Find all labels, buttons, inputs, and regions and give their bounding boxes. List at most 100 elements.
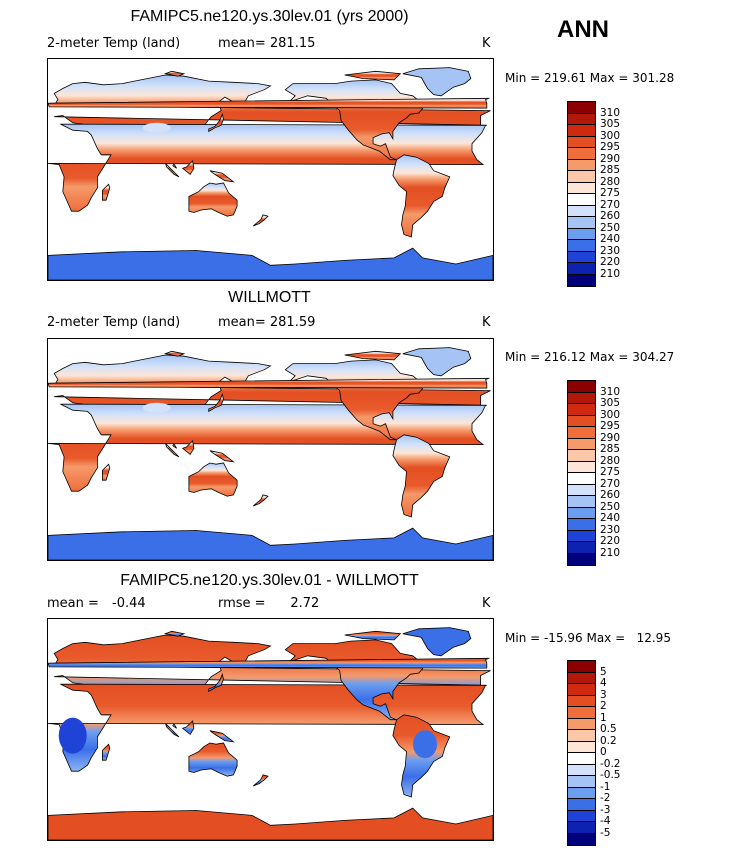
colorbar-swatch [567,216,596,229]
colorbar-level-label: 285 [600,443,621,455]
panel3-map [47,618,494,841]
arcticIs-region [163,70,186,77]
colorbar-swatch [567,472,596,485]
colorbar-level-label: 5 [600,665,607,678]
colorbar-level-label: 220 [600,256,621,268]
colorbar-swatch [567,112,596,125]
colorbar-level-label: 230 [600,523,621,536]
colorbar-swatch [567,706,596,719]
canadaIs-region [344,70,402,81]
nz-region [252,494,269,507]
colorbar-swatch [567,552,596,566]
colorbar-swatch [567,380,596,393]
colorbar-swatch [567,798,596,811]
colorbar-swatch [567,671,596,684]
colorbar-level-label: 0.2 [600,734,617,747]
colorbar-level-label: 280 [600,175,621,188]
nz-region [252,214,269,227]
madagascar-region [102,743,111,761]
colorbar-level-label: 280 [600,454,621,467]
colorbar-level-label: -1 [600,780,611,793]
sumatra-region [165,163,180,178]
colorbar-swatch [567,403,596,416]
panel2-minmax: Min = 216.12 Max = 304.27 [505,350,675,364]
arcticIs-region [163,630,186,637]
panel3-colorbar: 5 4 3 2 1 0.5 0.2 0 -0.2 -0.5 -1 -2 -3 -4 -5 [567,660,637,846]
japan-region [208,393,224,413]
panel2-variable: 2-meter Temp (land) [47,315,181,330]
greenland-region [402,627,472,657]
southAmerica-region [392,154,451,238]
australia-region [188,742,238,777]
colorbar-swatch [567,101,596,114]
sumatra-region [165,723,180,738]
colorbar-swatch [567,135,596,148]
colorbar-swatch [567,752,596,765]
panel2-title: WILLMOTT [228,289,311,306]
tibet-plateau-region [142,122,171,133]
madagascar-region [102,463,111,481]
season-label: ANN [557,16,609,43]
nz-region [252,774,269,787]
colorbar-swatch [567,193,596,206]
colorbar-swatch [567,181,596,194]
colorbar-swatch [567,660,596,673]
japan-region [208,673,224,693]
colorbar-level-label: 305 [600,397,621,409]
colorbar-level-label: -5 [600,826,611,839]
colorbar-swatch [567,449,596,462]
colorbar-level-label: 270 [600,198,621,211]
colorbar-swatch [567,391,596,404]
colorbar-swatch [567,250,596,263]
colorbar-level-label: -0.5 [600,769,621,781]
colorbar-swatch [567,694,596,707]
colorbar-level-label: 285 [600,164,621,176]
colorbar-swatch [567,437,596,450]
panel3-mean-label: mean = [47,596,99,611]
madagascar-region [102,183,111,201]
panel1-variable: 2-meter Temp (land) [47,36,181,51]
canadaIs-region [344,630,402,641]
colorbar-swatch [567,204,596,217]
australia-region [188,182,238,217]
colorbar-swatch [567,483,596,496]
uk-region [48,377,490,389]
colorbar-swatch [567,740,596,753]
colorbar-swatch [567,495,596,508]
panel1-units: K [482,36,491,51]
colorbar-swatch [567,763,596,776]
colorbar-level-label: 300 [600,129,621,142]
colorbar-swatch [567,821,596,834]
colorbar-level-label: -4 [600,815,611,827]
colorbar-swatch [567,786,596,799]
colorbar-level-label: 260 [600,210,621,222]
colorbar-swatch [567,460,596,473]
colorbar-swatch [567,273,596,287]
australia-region [188,462,238,497]
colorbar-level-label: 230 [600,244,621,257]
panel2-colorbar: 310 305 300 295 290 285 280 275 270 260 250 240 230 2… [567,380,637,566]
colorbar-swatch [567,729,596,742]
canadaIs-region [344,350,402,361]
tibet-plateau-region [142,402,171,413]
borneo-region [181,160,195,176]
uk-region [48,97,490,109]
sumatra-region [165,443,180,458]
colorbar-swatch [567,414,596,427]
colorbar-level-label: 305 [600,118,621,130]
panel3-title: FAMIPC5.ne120.ys.30lev.01 - WILLMOTT [120,572,419,589]
colorbar-level-label: -2 [600,792,611,804]
colorbar-swatch [567,529,596,542]
antarctica-region [48,527,493,560]
colorbar-level-label: 3 [600,688,607,701]
panel1-title: FAMIPC5.ne120.ys.30lev.01 (yrs 2000) [130,8,409,25]
borneo-region [181,440,195,456]
colorbar-level-label: 290 [600,152,621,165]
amazon-region [413,730,438,759]
colorbar-level-label: 260 [600,489,621,501]
colorbar-level-label: 270 [600,477,621,490]
colorbar-swatch [567,809,596,822]
colorbar-swatch [567,239,596,252]
southAmerica-region [392,434,451,518]
colorbar-level-label: 300 [600,408,621,421]
